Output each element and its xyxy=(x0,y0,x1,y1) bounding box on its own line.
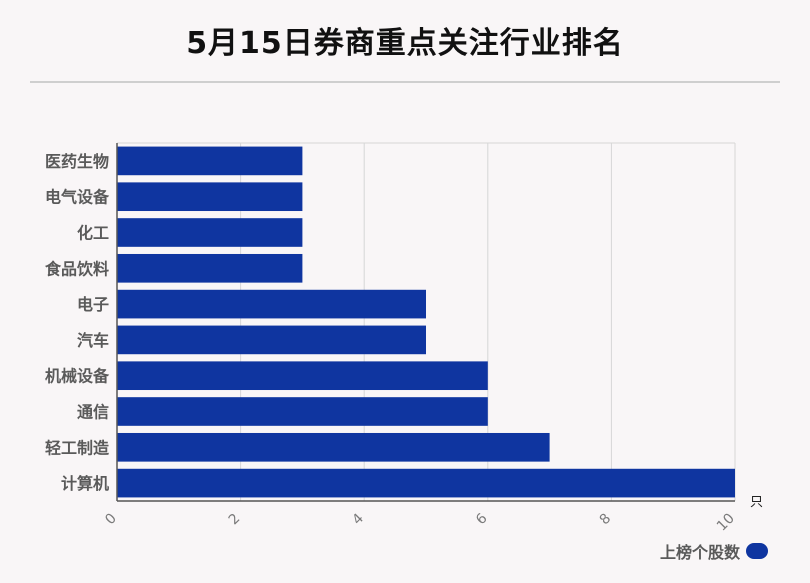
bar[interactable] xyxy=(117,146,303,176)
x-tick-label: 0 xyxy=(102,511,120,529)
bar[interactable] xyxy=(117,397,488,426)
tick-labels: 0 2 4 6 8 10 xyxy=(102,510,738,534)
bar[interactable] xyxy=(117,361,488,391)
category-label: 计算机 xyxy=(61,474,109,493)
x-unit-label: 只 xyxy=(750,495,763,510)
axes xyxy=(116,143,735,502)
category-label: 食品饮料 xyxy=(44,259,109,278)
x-tick-label: 6 xyxy=(473,510,491,528)
bar[interactable] xyxy=(117,432,550,462)
x-tick-label: 4 xyxy=(349,510,367,528)
x-tick-label: 10 xyxy=(714,511,738,535)
bar[interactable] xyxy=(117,289,426,319)
bar[interactable] xyxy=(117,325,426,355)
category-label: 通信 xyxy=(77,403,109,422)
legend-label: 上榜个股数 xyxy=(660,543,741,562)
category-label: 机械设备 xyxy=(45,367,110,386)
title-divider xyxy=(30,81,780,83)
bar[interactable] xyxy=(117,182,303,212)
legend[interactable]: 上榜个股数 xyxy=(660,540,769,562)
category-label: 汽车 xyxy=(77,331,109,350)
category-label: 轻工制造 xyxy=(45,438,110,457)
category-label: 化工 xyxy=(77,224,109,243)
category-label: 电气设备 xyxy=(45,188,110,207)
bar[interactable] xyxy=(117,218,303,247)
legend-swatch xyxy=(746,543,769,559)
x-tick-label: 2 xyxy=(226,511,244,529)
category-label: 医药生物 xyxy=(45,152,109,171)
bar[interactable] xyxy=(117,253,303,283)
bar[interactable] xyxy=(117,468,735,498)
chart-title: 5月15日券商重点关注行业排名 xyxy=(186,26,624,61)
bars xyxy=(117,146,735,498)
x-tick-label: 8 xyxy=(597,511,615,529)
category-label: 电子 xyxy=(77,295,109,314)
